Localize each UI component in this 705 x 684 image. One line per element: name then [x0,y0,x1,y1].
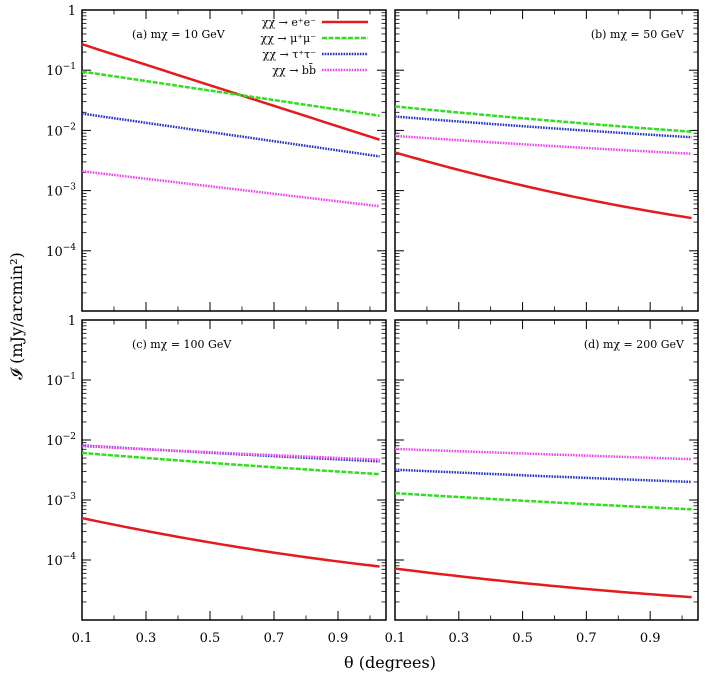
x-tick-label: 0.7 [576,631,597,646]
panel-label: (b) mχ = 50 GeV [591,28,685,41]
series-line-e+e- [394,151,692,220]
series-line-mu+mu- [394,491,692,511]
x-axis-title: θ (degrees) [344,653,436,672]
y-tick-label: 10−4 [46,243,76,260]
panel-label: (c) mχ = 100 GeV [132,338,232,351]
panel-frame [394,9,699,312]
y-tick-label: 10−1 [46,62,76,79]
x-tick-label: 0.7 [264,631,285,646]
x-tick-label: 0.3 [448,631,469,646]
panel-frame [81,319,387,621]
x-tick-label: 0.5 [200,631,221,646]
legend-label: χχ → τ⁺τ⁻ [263,48,317,61]
legend-label: χχ → e⁺e⁻ [262,16,316,29]
series-line-e+e- [81,516,380,568]
series-line-mu+mu- [394,105,692,133]
y-tick-label: 1 [68,314,76,329]
y-axis-title: 𝓘 (mJy/arcmin²) [7,252,26,380]
x-tick-label: 0.9 [640,631,661,646]
series-line-mu+mu- [81,451,380,476]
series-line-tau+tau- [394,115,692,139]
y-tick-label: 10−1 [46,372,76,389]
x-tick-label: 0.1 [385,631,406,646]
series-line-bb [81,444,380,461]
series-line-e+e- [81,43,380,141]
y-tick-label: 10−2 [46,432,76,449]
series-line-bb [394,447,692,461]
panel-a: 1 10−1 10−2 10−3 10−4 (a) mχ = 10 GeV [46,4,387,312]
x-tick-label: 0.5 [512,631,533,646]
y-tick-label: 10−4 [46,552,76,569]
series-line-bb [81,169,380,208]
panel-label: (d) mχ = 200 GeV [584,338,685,351]
series-line-bb [394,134,692,155]
x-tick-label: 0.9 [328,631,349,646]
y-tick-label: 10−3 [46,492,76,509]
series-line-e+e- [394,567,692,599]
legend: χχ → e⁺e⁻ χχ → μ⁺μ⁻ χχ → τ⁺τ⁻ χχ → bb̄ [261,16,368,77]
y-tick-label: 1 [68,4,76,19]
series-line-tau+tau- [394,468,692,484]
panel-c: 1 10−1 10−2 10−3 10−4 0.1 0.3 0.5 0.7 0.9 (c) mχ =… [46,314,387,646]
panel-d: 0.1 0.3 0.5 0.7 0.9 (d) mχ = 200 GeV [385,319,699,646]
y-tick-label: 10−3 [46,183,76,200]
legend-label: χχ → μ⁺μ⁻ [261,32,317,45]
series-line-mu+mu- [81,70,380,118]
legend-label: χχ → bb̄ [272,64,316,77]
x-tick-label: 0.1 [72,631,93,646]
panel-frame [81,9,387,312]
panel-label: (a) mχ = 10 GeV [132,28,226,41]
panel-b: (b) mχ = 50 GeV [394,9,699,312]
x-tick-label: 0.3 [136,631,157,646]
y-tick-label: 10−2 [46,122,76,139]
series-line-tau+tau- [81,112,380,158]
